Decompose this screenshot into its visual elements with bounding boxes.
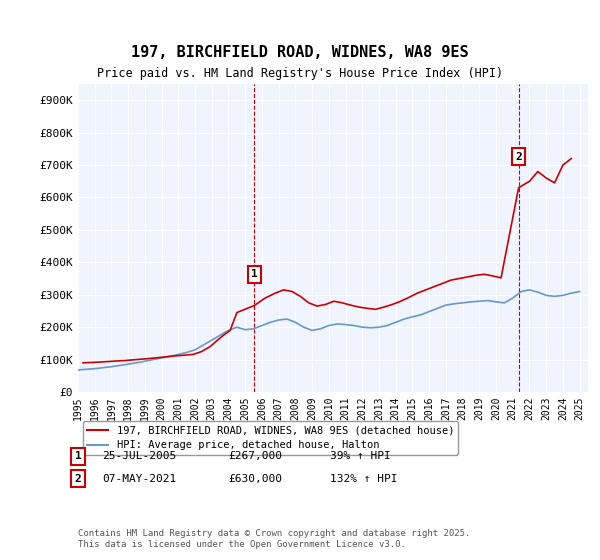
- Text: Price paid vs. HM Land Registry's House Price Index (HPI): Price paid vs. HM Land Registry's House …: [97, 67, 503, 80]
- Text: £267,000: £267,000: [228, 451, 282, 461]
- Legend: 197, BIRCHFIELD ROAD, WIDNES, WA8 9ES (detached house), HPI: Average price, deta: 197, BIRCHFIELD ROAD, WIDNES, WA8 9ES (d…: [83, 421, 458, 455]
- Text: £630,000: £630,000: [228, 474, 282, 484]
- Text: 2: 2: [515, 152, 522, 162]
- Text: 2: 2: [74, 474, 82, 484]
- Text: 1: 1: [74, 451, 82, 461]
- Text: 25-JUL-2005: 25-JUL-2005: [102, 451, 176, 461]
- Text: 07-MAY-2021: 07-MAY-2021: [102, 474, 176, 484]
- Text: 132% ↑ HPI: 132% ↑ HPI: [330, 474, 398, 484]
- Text: Contains HM Land Registry data © Crown copyright and database right 2025.
This d: Contains HM Land Registry data © Crown c…: [78, 529, 470, 549]
- Text: 197, BIRCHFIELD ROAD, WIDNES, WA8 9ES: 197, BIRCHFIELD ROAD, WIDNES, WA8 9ES: [131, 45, 469, 60]
- Text: 39% ↑ HPI: 39% ↑ HPI: [330, 451, 391, 461]
- Text: 1: 1: [251, 269, 258, 279]
